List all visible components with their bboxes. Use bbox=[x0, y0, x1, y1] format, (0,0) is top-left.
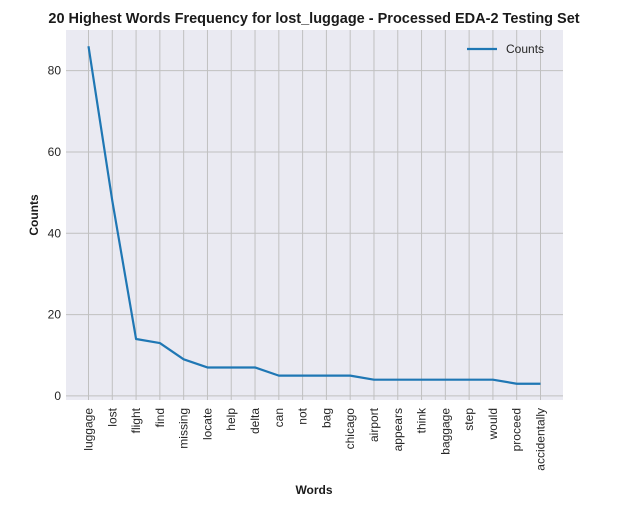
x-tick-label-5: locate bbox=[200, 408, 214, 440]
x-tick-label-16: step bbox=[462, 408, 476, 431]
y-tick-label-2: 40 bbox=[48, 226, 62, 240]
y-tick-label-0: 0 bbox=[54, 389, 61, 403]
x-tick-label-9: not bbox=[296, 407, 310, 424]
series-layer bbox=[87, 46, 541, 385]
y-tick-label-3: 60 bbox=[48, 145, 62, 159]
x-tick-label-19: accidentally bbox=[534, 408, 548, 471]
x-tick-label-0: luggage bbox=[82, 408, 96, 451]
y-tick-labels: 0 20 40 60 80 bbox=[48, 64, 62, 403]
y-axis-label: Counts bbox=[27, 194, 41, 236]
x-tick-label-2: flight bbox=[129, 407, 143, 433]
series-line-0 bbox=[87, 46, 541, 385]
x-tick-label-1: lost bbox=[105, 407, 119, 426]
x-tick-label-11: chicago bbox=[343, 408, 357, 450]
x-tick-label-17: would bbox=[486, 408, 500, 440]
x-tick-labels: luggage lost flight find missing locate help de… bbox=[82, 407, 548, 471]
grid-lines bbox=[66, 30, 563, 400]
x-tick-label-10: bag bbox=[319, 408, 333, 428]
x-tick-label-4: missing bbox=[177, 408, 191, 449]
y-tick-label-1: 20 bbox=[48, 308, 62, 322]
x-tick-label-8: can bbox=[272, 408, 286, 427]
x-axis-label: Words bbox=[295, 483, 332, 497]
x-tick-label-3: find bbox=[153, 408, 167, 427]
x-tick-label-14: think bbox=[415, 407, 429, 433]
legend: Counts bbox=[467, 42, 544, 56]
x-tick-label-12: airport bbox=[367, 407, 381, 442]
x-tick-label-13: appears bbox=[391, 408, 405, 451]
x-tick-label-18: proceed bbox=[510, 408, 524, 451]
y-tick-label-4: 80 bbox=[48, 64, 62, 78]
x-tick-label-7: delta bbox=[248, 408, 262, 434]
legend-label-0: Counts bbox=[506, 42, 544, 56]
chart-title: 20 Highest Words Frequency for lost_lugg… bbox=[48, 11, 579, 27]
x-tick-label-15: baggage bbox=[438, 408, 452, 455]
plot-area bbox=[66, 30, 563, 400]
x-tick-label-6: help bbox=[224, 408, 238, 431]
